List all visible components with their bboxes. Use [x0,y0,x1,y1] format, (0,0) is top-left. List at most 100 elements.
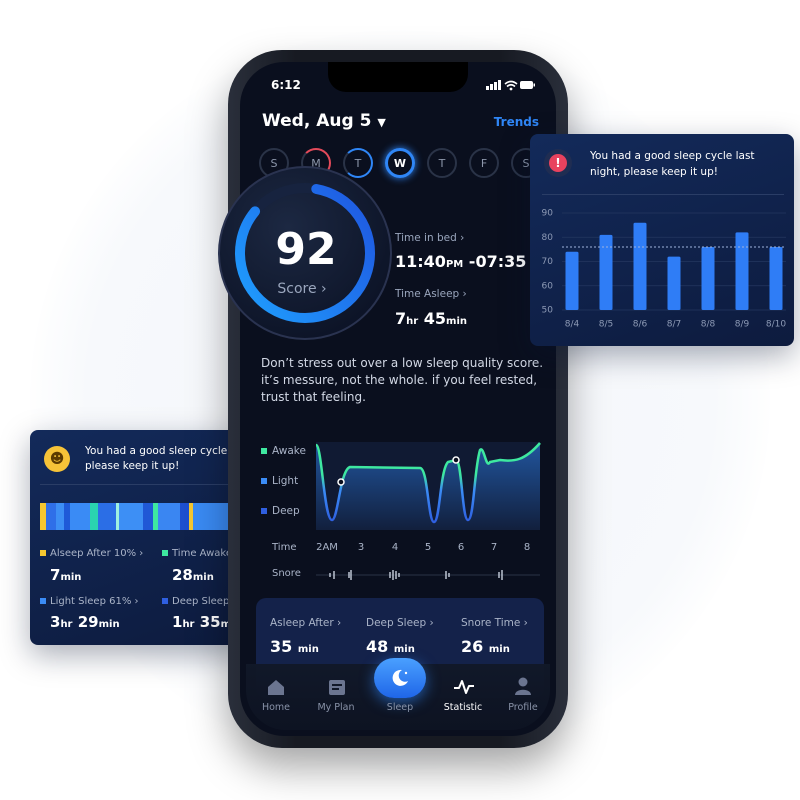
stat-label-text: Time Awake 2 [172,548,242,559]
hours: 7 [395,309,407,328]
start-suffix: PM [445,259,464,270]
label-text: Deep Sleep [366,617,434,629]
stage-label: Deep [261,505,300,517]
week-day[interactable]: W [385,148,415,178]
card-message: You had a good sleep cycle last night, p… [590,150,755,178]
hypnogram-area [316,443,540,530]
stat-label-text: Light Sleep 61% [50,596,139,607]
bar [735,232,749,310]
bar [769,246,783,310]
home-icon [268,680,284,695]
nav-item[interactable]: Sleep [386,702,414,713]
bar [701,246,715,310]
x-tick-label: 8/8 [701,320,716,330]
status-icons [486,80,535,91]
summary-value: 35 min [270,637,319,656]
bar [633,222,647,310]
unit: hr [60,619,73,630]
stat-value: 28min [172,566,214,584]
snore-track [316,570,540,580]
plan-icon [329,680,345,695]
unit: min [393,644,415,655]
number: 26 [461,637,484,656]
notch [328,62,468,92]
summary-label[interactable]: Deep Sleep [366,617,434,629]
sleep-button[interactable] [374,658,426,698]
trends-link[interactable]: Trends [493,115,539,129]
summary-label[interactable]: Snore Time [461,617,528,629]
unit: min [60,572,82,583]
summary-value: 26 min [461,637,510,656]
separator [542,194,784,195]
time-in-bed-label[interactable]: Time in bed [395,232,464,244]
nav-item[interactable]: Home [261,702,291,713]
profile-icon [515,677,531,695]
unit: min [488,644,510,655]
time-tick: 8 [523,542,531,553]
x-tick-label: 8/6 [633,320,648,330]
summary-value: 48 min [366,637,415,656]
bar [565,251,579,310]
stat-label-text: Alseep After 10% [50,548,143,559]
minutes-unit: min [446,316,468,327]
score-label: Score [277,281,326,297]
stat-value: 7min [50,566,81,584]
hypnogram-line [316,442,541,524]
unit: hr [182,619,195,630]
x-tick-label: 8/4 [565,320,580,330]
time-tick: 3 [357,542,365,553]
emoji-icon: ☻ [44,446,70,472]
time-asleep-value: 7hr 45min [395,309,467,328]
label-text: Time Asleep [395,288,467,300]
number: 1 [172,613,183,631]
stage-text: Light [272,475,299,487]
number: 29 [77,613,99,631]
hypnogram-point [452,456,460,464]
date-selector[interactable]: Wed, Aug 5 ▼ [262,111,386,131]
start: 11:40 [395,252,446,271]
y-tick-label: 60 [542,281,554,291]
hours-unit: hr [406,316,419,327]
unit: min [98,619,120,630]
date: Wed, Aug 5 [262,111,372,131]
summary-label[interactable]: Asleep After [270,617,341,629]
y-tick-label: 80 [542,233,554,243]
number: 48 [366,637,389,656]
label-text: Time in bed [395,232,464,244]
x-tick-label: 8/7 [667,320,681,330]
bar-chart: 50 60 70 80 90 8/4 8/5 8/6 8/7 8/8 8/9 8/10 [542,209,787,330]
nav-item[interactable]: My Plan [317,702,355,713]
stage-text: Deep [272,505,300,517]
week-day[interactable]: T [427,148,457,178]
y-tick-label: 50 [542,306,554,316]
label-text: Asleep After [270,617,341,629]
y-tick-label: 90 [542,209,554,219]
nav-item[interactable]: Profile [508,702,538,713]
time-asleep-label[interactable]: Time Asleep [395,288,467,300]
advice-text: Don’t stress out over a low sleep qualit… [261,356,544,404]
chart-card: ! You had a good sleep cycle last night,… [530,134,794,346]
minutes: 45 [423,309,447,328]
y-tick-label: 70 [542,257,554,267]
status-time: 6:12 [271,78,301,92]
number: 28 [172,566,193,584]
time-axis-label: Time [272,542,297,553]
score-link[interactable]: Score [250,281,354,297]
time-tick: 7 [490,542,498,553]
stage-strip [40,503,245,530]
end: -07:35 [468,252,527,271]
label-text: Snore Time [461,617,528,629]
week-day[interactable]: F [469,148,499,178]
stat-label: Deep Sleep 2 [162,596,239,607]
time-tick: 6 [457,542,465,553]
time-tick: 5 [424,542,432,553]
nav-item[interactable]: Statistic [443,702,483,713]
time-tick: 2AM [316,542,338,553]
x-tick-label: 8/9 [735,320,750,330]
hypnogram [316,442,541,530]
week-day[interactable]: T [343,148,373,178]
score-value: 92 [275,224,337,275]
number: 35 [199,613,221,631]
